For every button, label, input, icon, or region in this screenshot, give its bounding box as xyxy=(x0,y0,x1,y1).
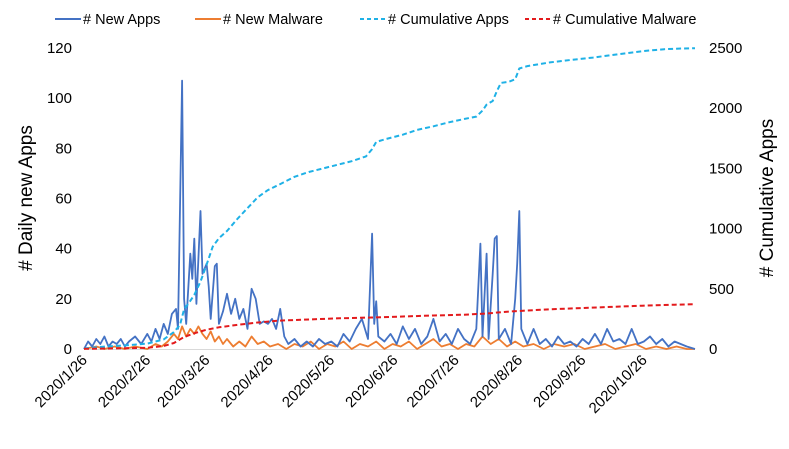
legend: # New Apps # New Malware # Cumulative Apps… xyxy=(55,12,696,28)
x-tick-label: 2020/4/26 xyxy=(218,352,277,411)
x-tick-label: 2020/9/26 xyxy=(530,352,589,411)
legend-label: # New Malware xyxy=(223,12,323,28)
y-right-tick-label: 2000 xyxy=(709,100,742,117)
y-right-tick-label: 2500 xyxy=(709,40,742,57)
y-left-tick-label: 0 xyxy=(64,341,72,358)
y-left-tick-label: 60 xyxy=(55,191,72,208)
y-left-tick-label: 120 xyxy=(47,40,72,57)
axes: 0 20 40 60 80 100 120 0 500 1000 1500 2000 2500 2020/… xyxy=(32,40,743,417)
y-left-tick-label: 100 xyxy=(47,90,72,107)
y-left-tick-label: 80 xyxy=(55,140,72,157)
y-right-tick-label: 500 xyxy=(709,281,734,298)
legend-label: # Cumulative Malware xyxy=(553,12,696,28)
y-left-tick-label: 40 xyxy=(55,241,72,258)
y-right-tick-label: 0 xyxy=(709,341,717,358)
x-tick-label: 2020/8/26 xyxy=(467,352,526,411)
x-tick-label: 2020/10/26 xyxy=(586,352,651,417)
series-layer xyxy=(83,47,696,350)
series-line-cumulative-apps xyxy=(83,47,696,350)
legend-label: # Cumulative Apps xyxy=(388,12,509,28)
y-right-tick-label: 1000 xyxy=(709,221,742,238)
x-tick-label: 2020/2/26 xyxy=(95,352,154,411)
x-tick-label: 2020/5/26 xyxy=(279,352,338,411)
x-tick-label: 2020/3/26 xyxy=(154,352,213,411)
series-line-new-apps xyxy=(83,79,696,350)
x-tick-label: 2020/6/26 xyxy=(342,352,401,411)
y-axis-right-title: # Cumulative Apps xyxy=(757,119,778,277)
y-axis-left-title: # Daily new Apps xyxy=(16,125,37,271)
x-tick-label: 2020/7/26 xyxy=(404,352,463,411)
series-line-cumulative-malware xyxy=(83,303,696,350)
y-right-tick-label: 1500 xyxy=(709,160,742,177)
legend-label: # New Apps xyxy=(83,12,160,28)
x-tick-label: 2020/1/26 xyxy=(32,352,91,411)
y-left-tick-label: 20 xyxy=(55,291,72,308)
